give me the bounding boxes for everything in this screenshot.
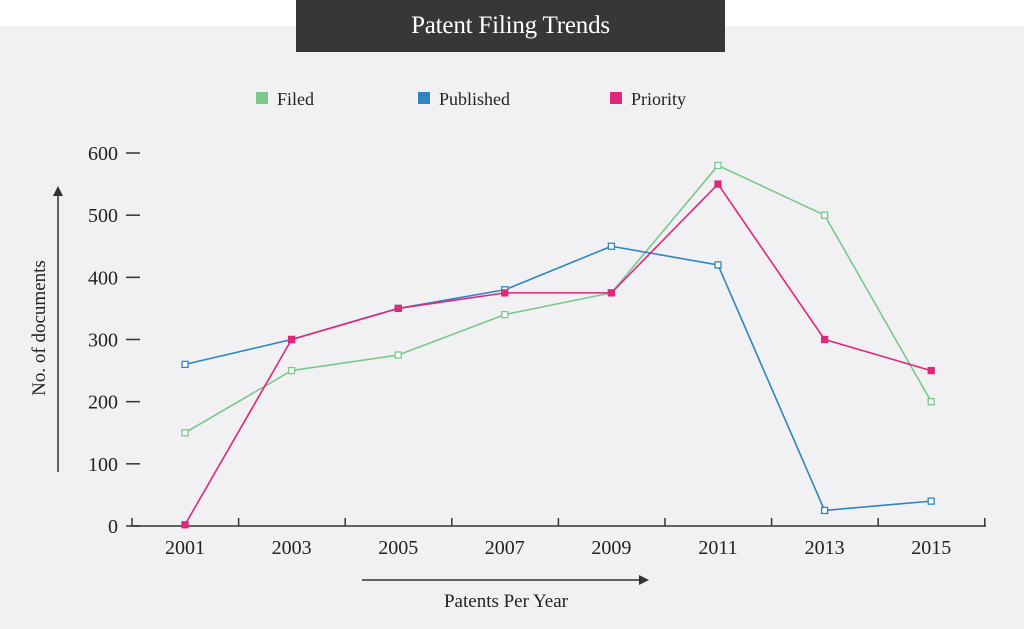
x-tick-label: 2003 [272, 537, 312, 559]
legend-item: Priority [610, 89, 686, 109]
x-tick-label: 2015 [911, 537, 951, 559]
legend-swatch [418, 92, 430, 104]
series-line [184, 164, 932, 434]
legend-item: Published [418, 89, 510, 109]
data-point [820, 506, 829, 515]
data-point [394, 351, 402, 359]
series-line [184, 245, 932, 512]
data-point [181, 360, 189, 369]
x-tick-label: 2009 [591, 537, 631, 559]
series-published [181, 242, 935, 515]
y-tick-label: 0 [108, 516, 118, 538]
series-priority [181, 180, 935, 529]
chart-title: Patent Filing Trends [296, 0, 725, 52]
y-axis-ticks: 0 100 200 300 400 500 600 [88, 143, 140, 538]
legend-swatch [610, 92, 622, 104]
data-point [714, 180, 722, 188]
data-point [181, 521, 189, 529]
y-tick-label: 400 [88, 267, 118, 289]
chart-panel [0, 26, 1024, 629]
y-tick-label: 600 [88, 143, 118, 165]
x-tick-label: 2001 [165, 537, 205, 559]
y-tick-label: 100 [88, 454, 118, 476]
x-tick-label: 2007 [485, 537, 525, 559]
data-point [394, 304, 402, 313]
legend-label: Published [439, 89, 510, 109]
data-point [927, 366, 935, 375]
data-point [714, 261, 722, 269]
data-point [501, 310, 509, 319]
series-line [184, 183, 932, 526]
legend: Filed Published Priority [256, 89, 686, 109]
data-point [714, 161, 722, 170]
legend-item: Filed [256, 89, 314, 109]
data-point [607, 289, 616, 297]
legend-label: Priority [631, 89, 686, 109]
y-tick-label: 200 [88, 392, 118, 414]
x-tick-label: 2013 [805, 537, 845, 559]
data-point [181, 429, 189, 437]
legend-swatch [256, 92, 268, 104]
y-tick-label: 300 [88, 330, 118, 352]
y-axis-label: No. of documents [29, 260, 50, 396]
x-tick-label: 2011 [698, 537, 737, 559]
y-tick-label: 500 [88, 205, 118, 227]
data-point [820, 211, 829, 219]
x-axis-label: Patents Per Year [444, 591, 569, 612]
data-point [287, 366, 296, 375]
series-layer [181, 161, 935, 529]
data-point [607, 242, 616, 250]
data-point [927, 398, 935, 406]
data-point [287, 335, 296, 344]
data-point [501, 289, 509, 297]
x-tick-label: 2005 [378, 537, 418, 559]
data-point [820, 335, 829, 344]
legend-label: Filed [277, 89, 314, 109]
data-point [927, 497, 935, 505]
series-filed [181, 161, 935, 437]
x-axis-ticks: 2001 2003 2005 2007 2009 2011 2013 2015 [131, 518, 986, 559]
